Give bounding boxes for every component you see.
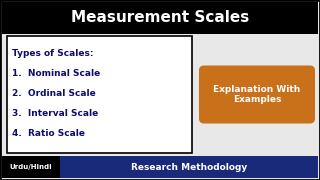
FancyBboxPatch shape: [2, 156, 318, 178]
Text: 2.  Ordinal Scale: 2. Ordinal Scale: [12, 89, 96, 98]
Text: 3.  Interval Scale: 3. Interval Scale: [12, 109, 98, 118]
FancyBboxPatch shape: [7, 36, 192, 153]
FancyBboxPatch shape: [2, 2, 318, 34]
Text: Measurement Scales: Measurement Scales: [71, 10, 249, 24]
FancyBboxPatch shape: [199, 66, 315, 123]
Text: Research Methodology: Research Methodology: [131, 163, 247, 172]
Text: 1.  Nominal Scale: 1. Nominal Scale: [12, 69, 100, 78]
Text: Types of Scales:: Types of Scales:: [12, 49, 93, 58]
Text: Explanation With
Examples: Explanation With Examples: [213, 85, 300, 104]
Text: Urdu/Hindi: Urdu/Hindi: [10, 164, 52, 170]
FancyBboxPatch shape: [2, 156, 60, 178]
Text: 4.  Ratio Scale: 4. Ratio Scale: [12, 129, 85, 138]
